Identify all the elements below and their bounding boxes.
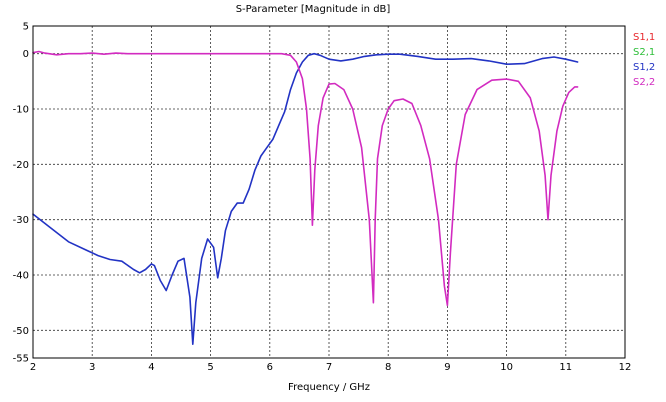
- y-tick-label: -50: [13, 326, 29, 337]
- x-tick-label: 6: [267, 362, 273, 373]
- legend-entry-s2-2: S2,2: [633, 77, 655, 88]
- y-tick-label: -40: [13, 271, 29, 282]
- x-tick-label: 7: [326, 362, 332, 373]
- legend-entry-s2-1: S2,1: [633, 47, 655, 58]
- series-layer: [32, 50, 579, 346]
- y-tick-label: -30: [13, 215, 29, 226]
- x-tick-label: 4: [148, 362, 154, 373]
- x-tick-label: 11: [559, 362, 572, 373]
- plot-frame: [32, 25, 626, 359]
- y-tick-label: 5: [23, 22, 29, 33]
- legend: S1,1 S2,1 S1,2 S2,2: [633, 32, 655, 88]
- chart-title: S-Parameter [Magnitude in dB]: [236, 4, 391, 15]
- y-tick-labels: 5 0 -10 -20 -30 -40 -50 -55: [13, 22, 29, 365]
- x-tick-labels: 2 3 4 5 6 7 8 9 10 11 12: [30, 362, 632, 373]
- x-axis-label: Frequency / GHz: [288, 382, 370, 393]
- x-tick-label: 2: [30, 362, 36, 373]
- series-line-s2-2: [32, 50, 579, 307]
- series-line-s1-2: [32, 52, 579, 346]
- y-tick-label: 0: [23, 49, 29, 60]
- y-tick-label: -10: [13, 105, 29, 116]
- legend-entry-s1-1: S1,1: [633, 32, 655, 43]
- legend-entry-s1-2: S1,2: [633, 62, 655, 73]
- x-tick-label: 5: [207, 362, 213, 373]
- x-tick-label: 8: [385, 362, 391, 373]
- x-tick-label: 9: [444, 362, 450, 373]
- x-tick-label: 12: [619, 362, 632, 373]
- x-tick-label: 10: [500, 362, 513, 373]
- y-tick-label: -20: [13, 160, 29, 171]
- x-tick-label: 3: [89, 362, 95, 373]
- y-tick-label: -55: [13, 354, 29, 365]
- grid: [33, 26, 625, 358]
